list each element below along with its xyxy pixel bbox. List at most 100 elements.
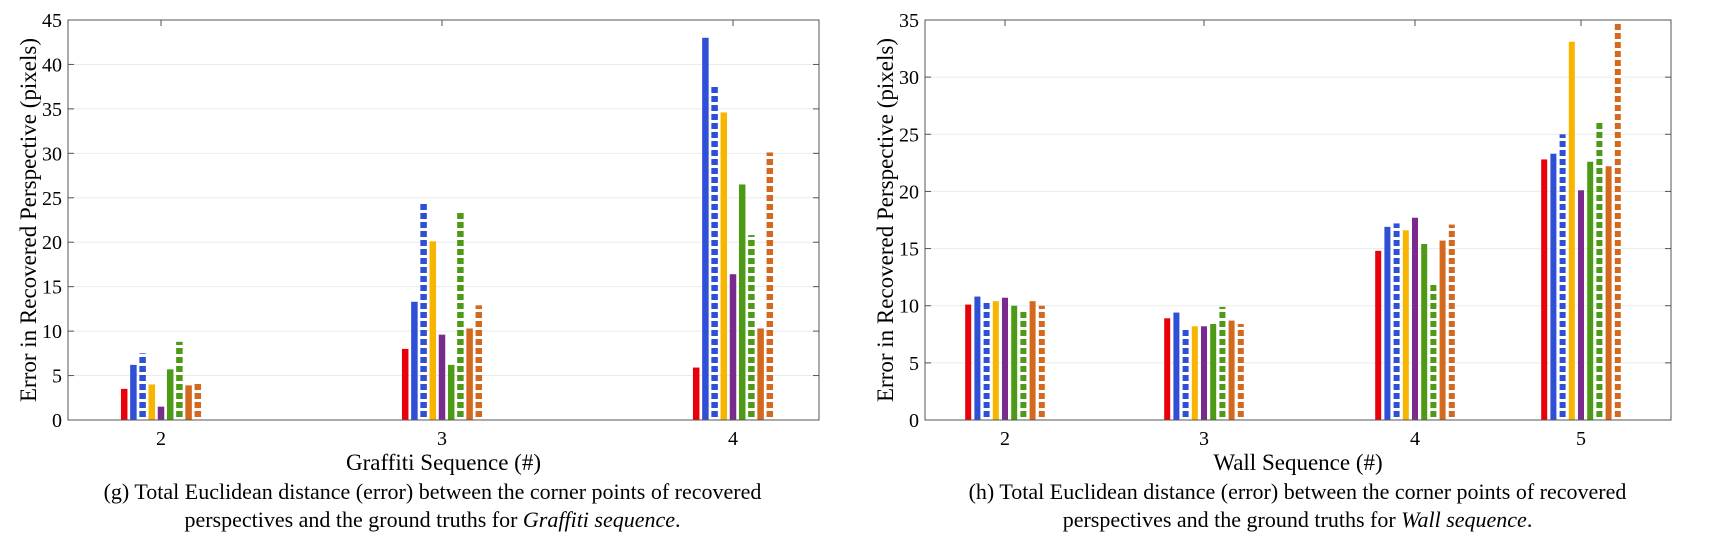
- graffiti-chart: 0 5 10 15 20 25 30 35 40 45 2 3 4 Graffiti Sequence (…: [16, 10, 820, 475]
- chart1-bar: [1559, 134, 1566, 421]
- chart1-xtick-label: 2: [1000, 428, 1010, 450]
- chart1-bar: [1219, 306, 1226, 420]
- chart1-bar: [1402, 230, 1409, 420]
- chart1-bar: [1164, 318, 1171, 420]
- chart1-bar: [1430, 282, 1437, 420]
- chart1-bar: [1210, 324, 1217, 420]
- chart1-bar: [1020, 309, 1027, 420]
- chart0-ytick-label: 30: [42, 143, 62, 165]
- chart0-bar: [166, 369, 174, 420]
- chart-panel-wall: 0 5 10 15 20 25 30 35 2 3 4 5 Wall Sequence (#) Error…: [865, 0, 1730, 552]
- chart1-bar: [1568, 41, 1575, 420]
- chart0-bar: [139, 353, 146, 420]
- chart1-bar: [1578, 190, 1584, 420]
- chart0-xtick-label: 3: [437, 428, 447, 450]
- chart1-bar: [1541, 159, 1548, 420]
- chart1-ytick-label: 25: [899, 124, 919, 146]
- caption-graffiti: (g) Total Euclidean distance (error) bet…: [0, 478, 865, 534]
- chart1-axes-box: [924, 19, 1672, 421]
- chart0-bar: [720, 112, 728, 420]
- chart0-bar: [429, 241, 437, 420]
- chart1-bar: [1393, 223, 1400, 420]
- chart0-bar: [748, 235, 755, 420]
- chart1-bar: [1038, 305, 1045, 420]
- chart1-bar: [1448, 224, 1455, 420]
- chart0-ytick-label: 0: [52, 410, 62, 432]
- chart1-bar: [1605, 166, 1612, 420]
- chart0-bar: [401, 348, 409, 420]
- chart1-bar: [1421, 244, 1428, 420]
- chart1-bar: [1002, 297, 1008, 420]
- chart1-ytick-label: 10: [899, 296, 919, 318]
- chart0-bar: [176, 341, 183, 420]
- chart1-bar: [1587, 161, 1594, 420]
- chart0-xlabel: Graffiti Sequence (#): [346, 450, 541, 475]
- chart0-xtick-label: 4: [728, 428, 738, 450]
- chart1-bar: [1201, 326, 1207, 420]
- chart0-ytick-label: 15: [42, 277, 62, 299]
- chart0-ytick-label: 40: [42, 54, 62, 76]
- chart0-bar: [466, 328, 473, 420]
- chart1-xtick-label: 3: [1199, 428, 1209, 450]
- chart0-bar: [702, 37, 709, 421]
- chart1-bar: [1173, 312, 1180, 420]
- chart0-bar: [157, 406, 165, 420]
- chart0-bar: [420, 204, 427, 420]
- chart1-ytick-label: 35: [899, 10, 919, 32]
- chart0-bar: [411, 301, 418, 420]
- chart1-xtick-label: 4: [1410, 428, 1420, 450]
- chart1-bar: [1614, 22, 1621, 421]
- chart0-bar: [148, 384, 156, 420]
- chart1-ytick-label: 30: [899, 67, 919, 89]
- chart0-axes-box: [67, 19, 820, 421]
- chart0-bar: [729, 274, 737, 420]
- chart1-bar: [1191, 326, 1198, 420]
- chart0-bar: [438, 334, 446, 420]
- chart0-ytick-label: 10: [42, 321, 62, 343]
- wall-chart: 0 5 10 15 20 25 30 35 2 3 4 5 Wall Sequence (#) Error…: [873, 10, 1672, 475]
- chart1-bar: [965, 304, 972, 420]
- chart0-ytick-label: 5: [52, 366, 62, 388]
- caption-wall-line2: perspectives and the ground truths for W…: [1062, 507, 1533, 532]
- chart0-bar: [738, 184, 746, 420]
- chart0-ylabel: Error in Recovered Perspective (pixels): [16, 38, 41, 402]
- chart1-ytick-label: 15: [899, 239, 919, 261]
- chart1-ytick-label: 0: [909, 410, 919, 432]
- caption-wall: (h) Total Euclidean distance (error) bet…: [865, 478, 1730, 534]
- caption-wall-line1: (h) Total Euclidean distance (error) bet…: [968, 479, 1627, 504]
- chart1-bar: [1228, 320, 1235, 420]
- chart0-bar: [120, 388, 128, 420]
- chart1-bar: [992, 301, 999, 420]
- chart0-bar: [130, 364, 137, 420]
- chart0-ytick-label: 35: [42, 99, 62, 121]
- chart1-bar: [1596, 122, 1603, 420]
- chart1-xlabel: Wall Sequence (#): [1213, 450, 1382, 475]
- chart0-bar: [457, 211, 464, 420]
- chart0-bar: [447, 364, 455, 420]
- chart1-ylabel: Error in Recovered Perspective (pixels): [873, 38, 898, 402]
- chart1-bar: [1029, 301, 1036, 420]
- chart1-bar: [983, 300, 990, 420]
- caption-graffiti-line2: perspectives and the ground truths for G…: [184, 507, 681, 532]
- chart1-bar: [1182, 329, 1189, 420]
- chart1-bar: [1237, 324, 1244, 420]
- chart0-bar: [757, 328, 764, 420]
- chart1-bar: [1384, 226, 1391, 420]
- chart0-ytick-label: 45: [42, 10, 62, 32]
- chart0-bar: [692, 367, 700, 420]
- chart0-ytick-label: 20: [42, 232, 62, 254]
- chart1-bar: [974, 296, 981, 420]
- chart1-ytick-label: 5: [909, 353, 919, 375]
- chart1-bar: [1439, 240, 1446, 420]
- chart0-ytick-label: 25: [42, 188, 62, 210]
- chart1-bar: [1412, 217, 1418, 420]
- chart0-bar: [194, 381, 202, 420]
- chart1-xtick-label: 5: [1576, 428, 1586, 450]
- chart1-bar: [1550, 153, 1557, 420]
- chart-panel-graffiti: 0 5 10 15 20 25 30 35 40 45 2 3 4 Graffiti Sequence (…: [0, 10, 865, 534]
- chart0-bar: [185, 385, 192, 420]
- chart0-bar: [711, 86, 718, 421]
- chart1-bar: [1011, 305, 1018, 420]
- chart0-xtick-label: 2: [156, 428, 166, 450]
- caption-graffiti-line1: (g) Total Euclidean distance (error) bet…: [103, 479, 762, 504]
